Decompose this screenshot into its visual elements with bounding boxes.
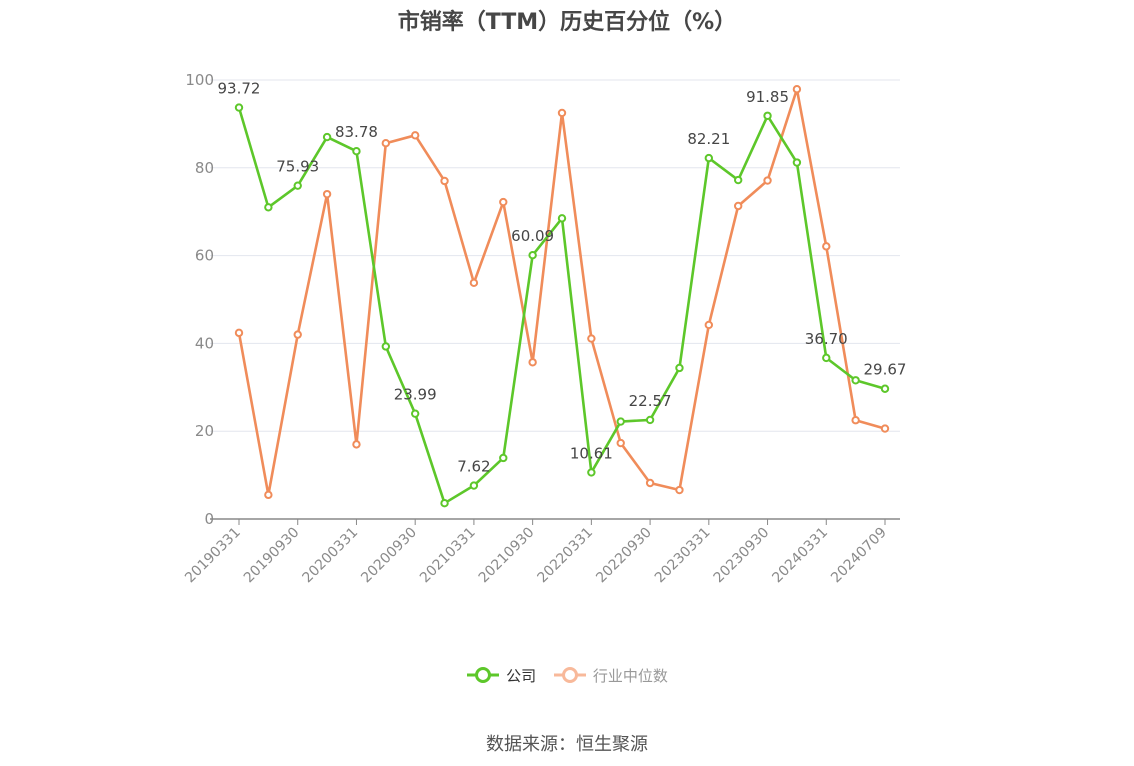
x-tick-label: 20200331 [300,525,362,587]
data-point-industry[interactable] [704,320,714,330]
data-point-industry[interactable] [234,328,244,338]
data-point-company[interactable] [352,147,361,156]
y-tick-label: 80 [195,159,214,177]
x-tick-label: 20230331 [652,525,714,587]
legend-item-industry[interactable]: 行业中位数 [553,664,668,686]
legend-item-company[interactable]: 公司 [466,664,536,686]
data-label: 7.62 [457,458,490,476]
data-point-company[interactable] [880,384,890,393]
data-label: 60.09 [511,227,554,245]
data-point-industry[interactable] [880,424,890,433]
data-point-company[interactable] [381,342,391,351]
series-lines [234,85,890,508]
data-point-company[interactable] [322,132,332,142]
data-labels: 93.72 75.93 83.78 23.99 7.62 60.09 10.61 22.57 8… [218,80,907,476]
data-point-company[interactable] [528,251,537,260]
data-point-industry[interactable] [322,189,332,199]
data-point-industry[interactable] [440,176,449,186]
data-point-company[interactable] [822,353,831,363]
x-tick-label: 20220930 [593,525,655,587]
y-tick-label: 40 [195,334,214,352]
legend-swatch-company-icon [467,667,500,683]
data-point-company[interactable] [410,409,420,418]
data-point-industry[interactable] [792,85,802,94]
x-tick-label: 20240709 [828,525,890,587]
data-point-industry[interactable] [733,201,743,211]
data-label: 91.85 [746,88,789,106]
data-label: 36.70 [805,330,848,348]
data-label: 93.72 [218,80,261,98]
data-label: 23.99 [394,386,437,404]
data-point-company[interactable] [851,376,860,385]
data-point-industry[interactable] [851,416,860,425]
data-label: 22.57 [629,392,672,410]
data-point-company[interactable] [557,214,567,223]
data-point-company[interactable] [499,453,508,463]
data-point-industry[interactable] [822,242,831,251]
data-point-industry[interactable] [557,108,567,118]
legend: 公司 行业中位数 [0,664,1134,690]
legend-label-industry: 行业中位数 [592,666,668,685]
data-point-company[interactable] [234,103,244,112]
data-point-company[interactable] [469,481,479,490]
data-point-company[interactable] [264,203,273,212]
x-tick-label: 20220331 [534,525,596,587]
data-point-company[interactable] [645,415,655,425]
data-point-company[interactable] [792,158,802,167]
line-chart: 0 20 40 60 80 100 2019033120190930202003312020… [182,71,907,586]
axes: 0 20 40 60 80 100 2019033120190930202003312020… [182,71,900,586]
data-point-company[interactable] [733,175,743,185]
data-point-industry[interactable] [264,490,273,500]
data-point-industry[interactable] [763,176,772,185]
x-tick-label: 20240331 [769,525,831,587]
data-point-company[interactable] [675,363,684,373]
data-point-industry[interactable] [616,438,625,448]
legend-industry-marker [561,667,578,683]
data-point-industry[interactable] [587,334,596,343]
y-tick-label: 20 [195,422,214,440]
x-tick-label: 20230930 [711,525,773,587]
data-point-industry[interactable] [410,131,420,140]
x-tick-label: 20190331 [182,525,244,587]
x-tick-label: 20190930 [241,525,303,587]
data-label: 29.67 [864,361,907,379]
data-point-company[interactable] [440,498,449,508]
data-point-company[interactable] [616,417,625,426]
x-tick-label: 20210331 [417,525,479,587]
data-label: 82.21 [687,130,730,148]
legend-label-company: 公司 [506,666,537,685]
chart-title: 市销率（TTM）历史百分位（%） [397,10,737,35]
x-tick-label: 20200930 [358,525,420,587]
data-point-industry[interactable] [381,139,391,148]
data-point-company[interactable] [293,181,302,190]
data-point-industry[interactable] [469,278,479,288]
data-label: 75.93 [276,158,319,176]
data-point-industry[interactable] [499,197,508,207]
data-point-industry[interactable] [352,440,361,449]
legend-company-marker [475,667,492,683]
data-point-industry[interactable] [293,330,302,339]
source-note: 数据来源：恒生聚源 [486,734,648,755]
data-point-company[interactable] [587,468,596,477]
x-tick-label: 20210930 [476,525,538,587]
y-tick-label: 60 [195,247,214,265]
data-point-company[interactable] [763,111,772,120]
y-tick-label: 0 [204,510,214,528]
data-label: 83.78 [335,123,378,141]
data-point-industry[interactable] [528,358,537,367]
data-point-industry[interactable] [645,478,655,488]
data-point-company[interactable] [704,153,714,163]
data-label: 10.61 [570,444,613,462]
legend-swatch-industry-icon [553,667,586,683]
data-point-industry[interactable] [675,485,684,495]
y-tick-label: 100 [185,71,214,89]
series-line-company [237,107,886,505]
